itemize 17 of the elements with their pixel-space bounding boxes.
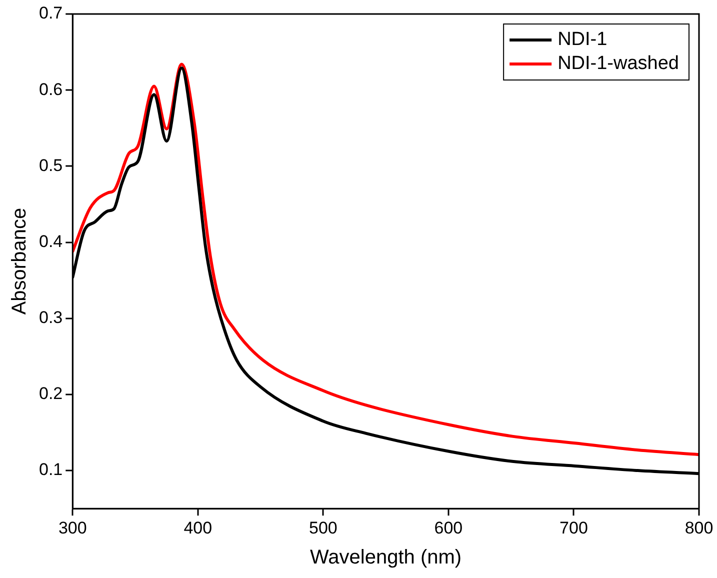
x-tick-label: 700 [560,518,588,538]
y-tick-label: 0.1 [38,460,63,480]
legend-label: NDI-1 [558,29,608,50]
y-tick-label: 0.5 [38,156,63,175]
x-axis-title: Wavelength (nm) [310,546,462,569]
y-axis-title: Absorbance [8,208,31,315]
y-tick-label: 0.2 [38,384,63,404]
x-tick-label: 400 [184,518,212,538]
y-tick-label: 0.3 [38,308,63,328]
x-tick-label: 800 [684,518,714,538]
y-tick-label: 0.4 [38,232,63,251]
x-tick-label: 500 [308,518,338,538]
x-tick-label: 300 [58,518,87,538]
y-tick-label: 0.7 [38,4,63,23]
x-tick-label: 600 [434,518,463,538]
y-tick-label: 0.6 [38,80,63,99]
legend-label: NDI-1-washed [558,53,680,74]
